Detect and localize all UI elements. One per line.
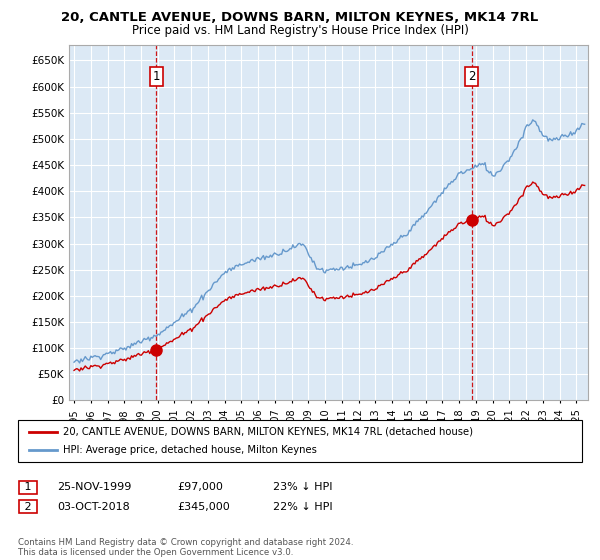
Text: Contains HM Land Registry data © Crown copyright and database right 2024.
This d: Contains HM Land Registry data © Crown c…	[18, 538, 353, 557]
Text: £97,000: £97,000	[177, 482, 223, 492]
Text: 23% ↓ HPI: 23% ↓ HPI	[273, 482, 332, 492]
Text: Price paid vs. HM Land Registry's House Price Index (HPI): Price paid vs. HM Land Registry's House …	[131, 24, 469, 36]
Text: HPI: Average price, detached house, Milton Keynes: HPI: Average price, detached house, Milt…	[63, 445, 317, 455]
Text: 20, CANTLE AVENUE, DOWNS BARN, MILTON KEYNES, MK14 7RL (detached house): 20, CANTLE AVENUE, DOWNS BARN, MILTON KE…	[63, 427, 473, 437]
FancyBboxPatch shape	[18, 420, 582, 462]
Text: 22% ↓ HPI: 22% ↓ HPI	[273, 502, 332, 512]
Text: 1: 1	[152, 69, 160, 83]
Text: 20, CANTLE AVENUE, DOWNS BARN, MILTON KEYNES, MK14 7RL: 20, CANTLE AVENUE, DOWNS BARN, MILTON KE…	[61, 11, 539, 24]
Text: 25-NOV-1999: 25-NOV-1999	[57, 482, 131, 492]
Text: 03-OCT-2018: 03-OCT-2018	[57, 502, 130, 512]
Text: £345,000: £345,000	[177, 502, 230, 512]
Text: 1: 1	[21, 482, 35, 492]
Text: 2: 2	[21, 502, 35, 512]
Text: 2: 2	[468, 69, 475, 83]
